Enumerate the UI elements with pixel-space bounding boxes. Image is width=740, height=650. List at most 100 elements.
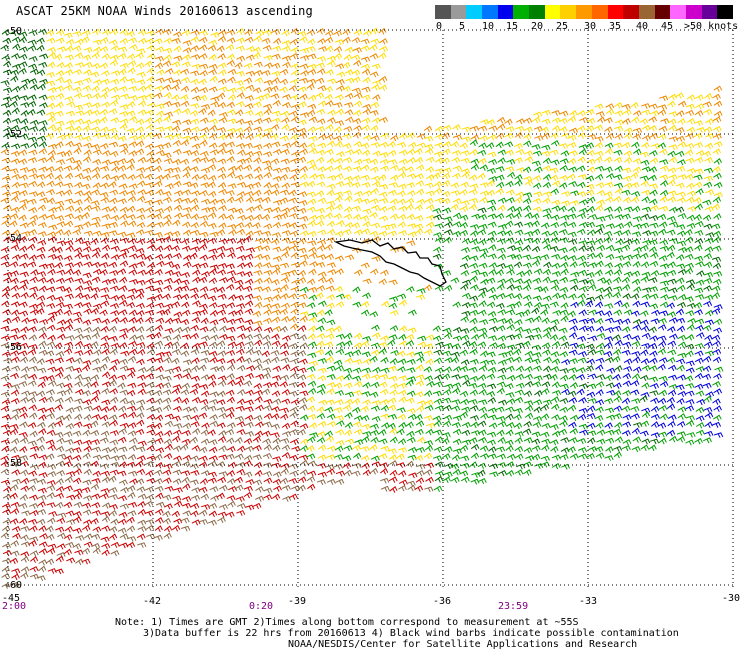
wind-barb bbox=[496, 429, 505, 437]
wind-barb bbox=[101, 86, 110, 94]
wind-barb bbox=[253, 414, 263, 422]
wind-barb bbox=[613, 149, 623, 156]
wind-barb bbox=[227, 276, 236, 283]
wind-barb bbox=[182, 373, 192, 380]
wind-barb bbox=[612, 373, 621, 381]
wind-barb bbox=[541, 438, 551, 445]
wind-barb bbox=[217, 166, 226, 173]
wind-barb bbox=[417, 335, 427, 342]
wind-barb bbox=[109, 365, 118, 372]
wind-barb bbox=[236, 303, 246, 310]
time-label-2: 0:20 bbox=[249, 601, 273, 612]
wind-barb bbox=[145, 524, 155, 532]
wind-barb bbox=[325, 100, 334, 107]
wind-barb bbox=[712, 133, 722, 140]
wind-barb bbox=[488, 446, 497, 453]
wind-barb bbox=[135, 428, 145, 436]
wind-barb bbox=[587, 405, 596, 413]
wind-barb bbox=[29, 68, 39, 75]
wind-barb bbox=[560, 214, 570, 221]
wind-barb bbox=[605, 133, 615, 140]
wind-barb bbox=[381, 300, 390, 308]
wind-barb bbox=[389, 389, 398, 396]
wind-barb bbox=[108, 526, 118, 533]
wind-barb bbox=[396, 350, 406, 357]
wind-barb bbox=[218, 213, 227, 221]
wind-barb bbox=[56, 326, 66, 333]
wind-barb bbox=[694, 309, 703, 316]
wind-barb bbox=[90, 381, 99, 388]
wind-barb bbox=[568, 157, 577, 165]
wind-barb bbox=[171, 301, 181, 308]
wind-barb bbox=[632, 356, 641, 364]
wind-barb bbox=[324, 309, 333, 316]
wind-barb bbox=[576, 335, 587, 342]
wind-barb bbox=[1, 503, 11, 510]
wind-barb bbox=[18, 334, 28, 341]
wind-barb bbox=[550, 319, 560, 326]
wind-barb bbox=[235, 118, 245, 125]
wind-barb bbox=[255, 495, 265, 502]
wind-barb bbox=[90, 420, 99, 428]
wind-barb bbox=[154, 485, 164, 492]
wind-barb bbox=[181, 461, 191, 468]
wind-barb bbox=[201, 504, 211, 510]
wind-barb bbox=[217, 390, 226, 398]
wind-barb bbox=[603, 166, 613, 173]
wind-barb bbox=[65, 541, 75, 548]
wind-barb bbox=[217, 158, 227, 165]
wind-barb bbox=[486, 277, 496, 284]
wind-barb bbox=[281, 398, 291, 405]
wind-barb bbox=[154, 279, 164, 286]
wind-barb bbox=[460, 269, 470, 277]
wind-barb bbox=[569, 261, 578, 268]
wind-barb bbox=[0, 246, 10, 254]
wind-barb bbox=[299, 315, 308, 323]
wind-barb bbox=[505, 429, 514, 437]
wind-barb bbox=[577, 110, 586, 117]
wind-barb bbox=[488, 326, 499, 333]
wind-barb bbox=[631, 293, 640, 300]
wind-barb bbox=[498, 352, 508, 358]
wind-barb bbox=[272, 206, 281, 214]
wind-barb bbox=[452, 172, 461, 180]
wind-barb bbox=[514, 196, 523, 204]
wind-barb bbox=[542, 276, 551, 284]
wind-barb bbox=[155, 501, 165, 508]
wind-barb bbox=[208, 190, 217, 198]
wind-barb bbox=[361, 94, 371, 101]
wind-barb bbox=[703, 285, 713, 292]
wind-barb bbox=[162, 60, 172, 67]
wind-barb bbox=[126, 461, 136, 468]
wind-barb bbox=[560, 315, 569, 323]
wind-barb bbox=[271, 123, 280, 131]
wind-barb bbox=[154, 117, 163, 124]
wind-barb bbox=[126, 127, 136, 134]
wind-barb bbox=[99, 143, 109, 150]
wind-barb bbox=[316, 406, 325, 414]
wind-barb bbox=[444, 221, 453, 228]
wind-barb bbox=[208, 248, 218, 255]
wind-barb bbox=[110, 302, 120, 310]
wind-barb bbox=[477, 478, 487, 485]
wind-barb bbox=[253, 389, 263, 396]
wind-barb bbox=[216, 198, 226, 205]
wind-barb bbox=[100, 165, 110, 172]
wind-barb bbox=[360, 446, 370, 452]
wind-barb bbox=[342, 462, 352, 470]
wind-barb bbox=[713, 270, 723, 277]
lon-label-36: -36 bbox=[433, 596, 451, 607]
wind-barb bbox=[612, 276, 622, 284]
wind-barb bbox=[497, 437, 506, 444]
wind-barb bbox=[189, 479, 199, 486]
wind-barb bbox=[398, 229, 408, 237]
wind-barb bbox=[19, 174, 28, 181]
wind-barb bbox=[145, 143, 155, 150]
wind-barb bbox=[100, 92, 109, 100]
wind-barb bbox=[459, 214, 469, 221]
wind-barb bbox=[352, 398, 361, 405]
wind-barb bbox=[28, 356, 38, 364]
wind-barb bbox=[686, 117, 696, 125]
wind-barb bbox=[342, 455, 352, 462]
wind-barb bbox=[317, 317, 327, 324]
